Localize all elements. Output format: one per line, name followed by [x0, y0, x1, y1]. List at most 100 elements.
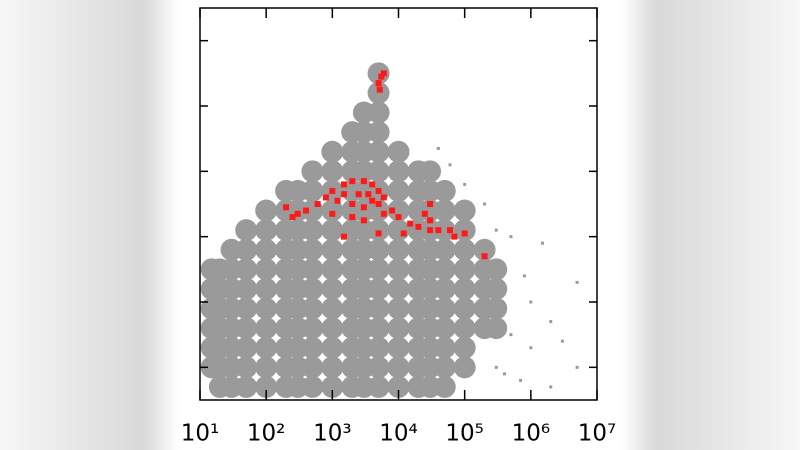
point — [436, 146, 440, 150]
point — [360, 204, 367, 211]
point — [367, 140, 390, 163]
point — [453, 317, 476, 340]
point — [453, 277, 476, 300]
point — [289, 214, 296, 221]
point — [367, 219, 390, 242]
point — [378, 73, 385, 80]
point — [301, 336, 324, 359]
point — [235, 317, 258, 340]
x-tick-label: 10¹ — [181, 421, 220, 447]
point — [321, 160, 344, 183]
point — [349, 178, 356, 185]
point — [387, 179, 410, 202]
point — [340, 191, 347, 198]
point — [301, 277, 324, 300]
point — [387, 219, 410, 242]
point — [400, 230, 407, 237]
point — [367, 81, 390, 104]
point — [433, 219, 456, 242]
point — [367, 121, 390, 144]
point — [375, 201, 382, 207]
point — [301, 160, 324, 183]
point — [509, 235, 513, 239]
point — [255, 317, 278, 340]
point — [433, 297, 456, 320]
point — [235, 277, 258, 300]
point — [433, 277, 456, 300]
point — [415, 223, 422, 230]
point — [303, 207, 310, 214]
point — [380, 70, 387, 77]
point — [294, 210, 301, 217]
point — [367, 297, 390, 320]
point — [301, 238, 324, 261]
point — [301, 356, 324, 379]
point — [387, 258, 410, 281]
point — [461, 230, 468, 237]
point — [321, 375, 344, 398]
point — [483, 202, 487, 206]
point — [367, 356, 390, 379]
point — [334, 197, 341, 204]
point — [453, 258, 476, 281]
point — [433, 356, 456, 379]
point — [255, 199, 278, 222]
point — [255, 238, 278, 261]
point — [369, 197, 376, 204]
point — [509, 333, 513, 337]
point — [427, 201, 434, 207]
point — [380, 194, 387, 201]
point — [235, 219, 258, 242]
point — [549, 385, 553, 389]
point — [387, 356, 410, 379]
point — [529, 300, 533, 304]
point — [481, 253, 488, 260]
point — [529, 346, 533, 350]
point — [519, 378, 523, 382]
point — [387, 238, 410, 261]
point — [560, 339, 564, 343]
point — [235, 258, 258, 281]
point — [485, 297, 508, 320]
point — [235, 336, 258, 359]
point — [375, 230, 382, 237]
point — [453, 356, 476, 379]
point — [427, 217, 434, 224]
point — [369, 181, 376, 188]
x-tick-label: 10² — [247, 421, 286, 447]
point — [314, 201, 321, 207]
point — [376, 86, 383, 93]
point — [433, 238, 456, 261]
point — [575, 365, 579, 369]
point — [329, 187, 336, 194]
point — [380, 210, 387, 217]
point — [435, 227, 442, 234]
point — [322, 194, 329, 201]
point — [255, 375, 278, 398]
point — [321, 258, 344, 281]
point — [421, 210, 428, 217]
point — [375, 80, 382, 87]
point — [485, 317, 508, 340]
point — [433, 199, 456, 222]
x-tick-label: 10⁴ — [379, 421, 418, 447]
point — [375, 187, 382, 194]
point — [387, 277, 410, 300]
point — [387, 375, 410, 398]
point — [301, 317, 324, 340]
point — [433, 179, 456, 202]
point — [575, 280, 579, 284]
point — [321, 199, 344, 222]
x-tick-label: 10⁶ — [512, 421, 551, 447]
point — [321, 317, 344, 340]
point — [485, 258, 508, 281]
point — [367, 317, 390, 340]
x-tick-label: 10⁵ — [445, 421, 484, 447]
point — [367, 258, 390, 281]
point — [355, 191, 362, 198]
point — [283, 204, 290, 211]
point — [485, 277, 508, 300]
point — [235, 356, 258, 379]
